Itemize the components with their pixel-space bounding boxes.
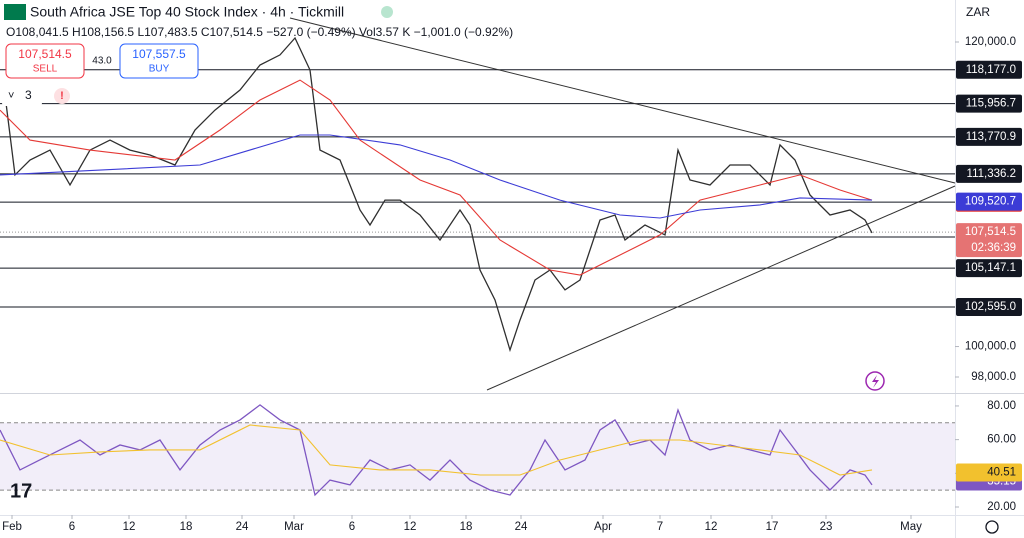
series-line	[0, 134, 873, 219]
x-tick-label: 7	[657, 521, 663, 533]
x-tick-label: 6	[69, 521, 75, 533]
x-tick-label: 17	[766, 521, 779, 533]
level-tag-bg	[956, 164, 1022, 183]
series-line	[4, 36, 873, 353]
indicator-toggle[interactable]	[2, 86, 42, 106]
x-tick-label: 23	[820, 521, 833, 533]
sell-button[interactable]	[5, 43, 85, 79]
level-tag-bg	[956, 298, 1022, 317]
x-tick-label: 12	[123, 521, 136, 533]
level-tag: 118,177.0	[966, 64, 1016, 76]
alert-mark: !	[60, 90, 64, 102]
ohlc-readout: O108,041.5 H108,156.5 L107,483.5 C107,51…	[6, 25, 513, 39]
y-tick-label: 60.00	[987, 434, 1016, 446]
y-tick-label: 20.00	[987, 501, 1016, 513]
sell-label: SELL	[33, 64, 58, 75]
level-tag-bg	[956, 94, 1022, 113]
x-tick-label: 24	[515, 521, 528, 533]
trendline-lower	[486, 185, 956, 391]
x-tick-label: May	[900, 521, 922, 533]
countdown: 02:36:39	[971, 242, 1016, 254]
market-status	[381, 6, 393, 18]
x-tick-label: 24	[236, 521, 249, 533]
rsi-band	[0, 422, 955, 491]
settings-icon[interactable]	[985, 520, 999, 534]
level-tag: 105,147.1	[965, 262, 1016, 274]
buy-price: 107,557.5	[132, 47, 186, 61]
buy-button[interactable]	[119, 43, 199, 79]
y-tick-label: 80.00	[987, 400, 1016, 412]
series-line	[0, 424, 873, 476]
spread: 43.0	[92, 56, 112, 67]
sell-price: 107,514.5	[18, 47, 72, 61]
series-tag-bg	[956, 192, 1022, 211]
trendline-upper	[289, 17, 956, 184]
level-tag-bg	[956, 259, 1022, 278]
level-tag-bg	[956, 127, 1022, 146]
buy-label: BUY	[149, 64, 170, 75]
chart-title[interactable]: South Africa JSE Top 40 Stock Index · 4h…	[30, 4, 344, 20]
x-tick-label: Apr	[594, 521, 612, 533]
series-tag-bg	[956, 463, 1022, 482]
chevron: ˅	[8, 90, 14, 102]
x-tick-label: 18	[460, 521, 473, 533]
last-price-tag: 107,514.5	[965, 226, 1016, 238]
x-tick-label: Feb	[2, 521, 22, 533]
series-line	[0, 404, 873, 497]
level-tag: 115,956.7	[966, 98, 1016, 110]
y-tick-label: 120,000.0	[965, 36, 1016, 48]
flag-icon	[4, 4, 26, 20]
lightning-icon[interactable]	[865, 371, 885, 391]
tv-logo: 17	[10, 480, 32, 502]
currency[interactable]: ZAR	[966, 5, 990, 19]
series-line	[0, 79, 873, 276]
lightning-bolt	[872, 375, 879, 388]
indicator-count: 3	[25, 88, 32, 102]
x-tick-label: 18	[180, 521, 193, 533]
last-price-tag-bg	[956, 223, 1022, 258]
level-tag: 113,770.9	[966, 131, 1016, 143]
x-tick-label: 12	[404, 521, 417, 533]
series-tag: 40.51	[987, 466, 1016, 478]
series-tag: 109,520.7	[965, 196, 1016, 208]
alert-icon[interactable]	[54, 88, 70, 104]
x-tick-label: 6	[349, 521, 355, 533]
y-tick-label: 98,000.0	[971, 371, 1016, 383]
level-tag-bg	[956, 60, 1022, 79]
level-tag: 102,595.0	[965, 301, 1016, 313]
x-tick-label: 12	[705, 521, 718, 533]
y-tick-label: 100,000.0	[965, 341, 1016, 353]
level-tag: 111,336.2	[967, 168, 1016, 180]
x-tick-label: Mar	[284, 521, 304, 533]
